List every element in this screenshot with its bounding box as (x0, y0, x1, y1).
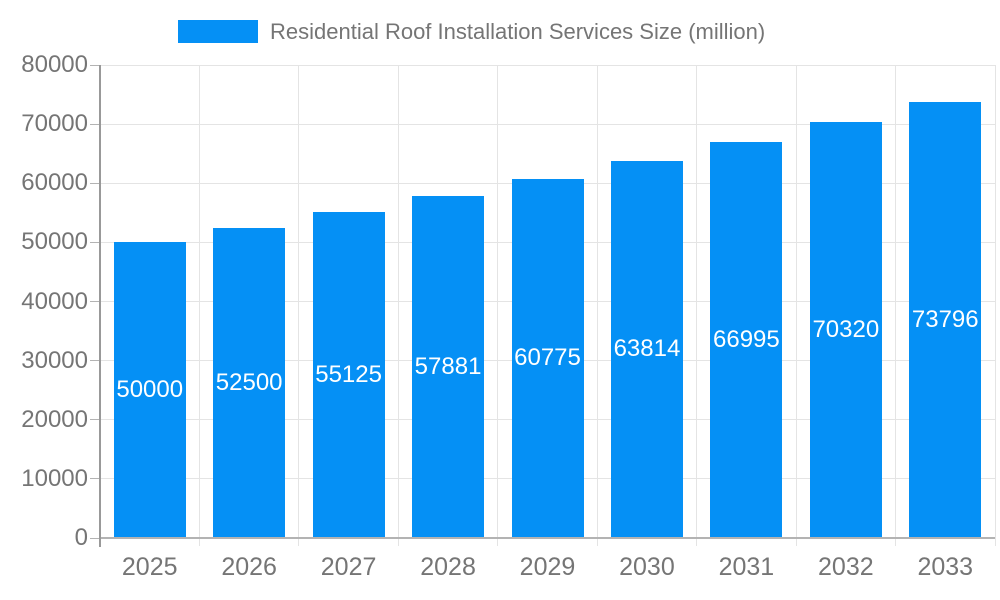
y-axis-tick (90, 301, 99, 302)
gridline-vertical (895, 65, 897, 546)
bar-value-label: 60775 (514, 344, 581, 372)
bar-value-label: 70320 (812, 316, 880, 344)
y-axis-tick (90, 241, 99, 243)
x-axis-label: 2026 (221, 553, 277, 581)
y-axis-label: 80000 (21, 51, 88, 78)
gridline-vertical (795, 65, 797, 546)
bar-2029[interactable]: 60775 (511, 178, 584, 538)
bar-value-label: 73796 (911, 305, 979, 333)
legend-item[interactable]: Residential Roof Installation Services S… (178, 18, 766, 44)
y-axis-label: 70000 (21, 110, 88, 138)
gridline-vertical (397, 65, 399, 546)
y-axis-tick (90, 360, 99, 362)
gridline-vertical (696, 65, 698, 546)
bar-value-label: 57881 (414, 352, 482, 380)
y-axis-label: 50000 (21, 228, 88, 256)
gridline-vertical (497, 65, 499, 546)
bar-2027[interactable]: 55125 (312, 212, 385, 538)
y-axis-line (99, 65, 101, 547)
y-axis-label: 0 (74, 524, 88, 551)
y-axis-label: 10000 (21, 464, 88, 492)
x-axis-label: 2028 (420, 553, 476, 581)
bar-2031[interactable]: 66995 (710, 141, 783, 538)
y-axis-tick (90, 123, 99, 125)
bar-2032[interactable]: 70320 (809, 122, 882, 538)
y-axis-tick (90, 478, 99, 480)
x-axis-line (100, 537, 995, 539)
gridline-vertical (596, 65, 598, 546)
legend-swatch (178, 20, 258, 43)
bar-value-label: 50000 (116, 376, 184, 404)
y-axis-tick (90, 419, 99, 421)
x-axis-label: 2031 (718, 553, 775, 581)
y-axis-tick (90, 182, 99, 184)
y-axis-tick (90, 537, 99, 539)
x-axis-label: 2025 (121, 553, 178, 581)
gridline-vertical (198, 65, 200, 546)
y-axis-tick (90, 64, 99, 66)
bar-2030[interactable]: 63814 (610, 160, 683, 538)
gridline-horizontal (100, 123, 995, 125)
x-axis-label: 2030 (619, 553, 675, 581)
gridline-horizontal (100, 64, 995, 66)
bar-value-label: 63814 (613, 335, 681, 363)
x-axis-label: 2032 (818, 553, 874, 581)
legend-label: Residential Roof Installation Services S… (270, 18, 766, 44)
y-axis-label: 40000 (21, 287, 88, 315)
y-axis-label: 20000 (21, 405, 88, 433)
bar-value-label: 52500 (215, 368, 283, 396)
bar-value-label: 55125 (315, 361, 382, 389)
gridline-vertical (994, 65, 996, 546)
bar-value-label: 66995 (713, 325, 780, 353)
x-axis-label: 2033 (917, 553, 974, 581)
x-axis-label: 2029 (519, 553, 576, 581)
y-axis-label: 30000 (21, 346, 88, 374)
x-axis-label: 2027 (320, 553, 377, 581)
bar-2028[interactable]: 57881 (412, 195, 485, 538)
gridline-vertical (298, 65, 300, 546)
bar-2025[interactable]: 50000 (113, 242, 186, 538)
bar-2026[interactable]: 52500 (213, 227, 286, 538)
bar-2033[interactable]: 73796 (909, 101, 982, 538)
y-axis-label: 60000 (21, 169, 88, 197)
